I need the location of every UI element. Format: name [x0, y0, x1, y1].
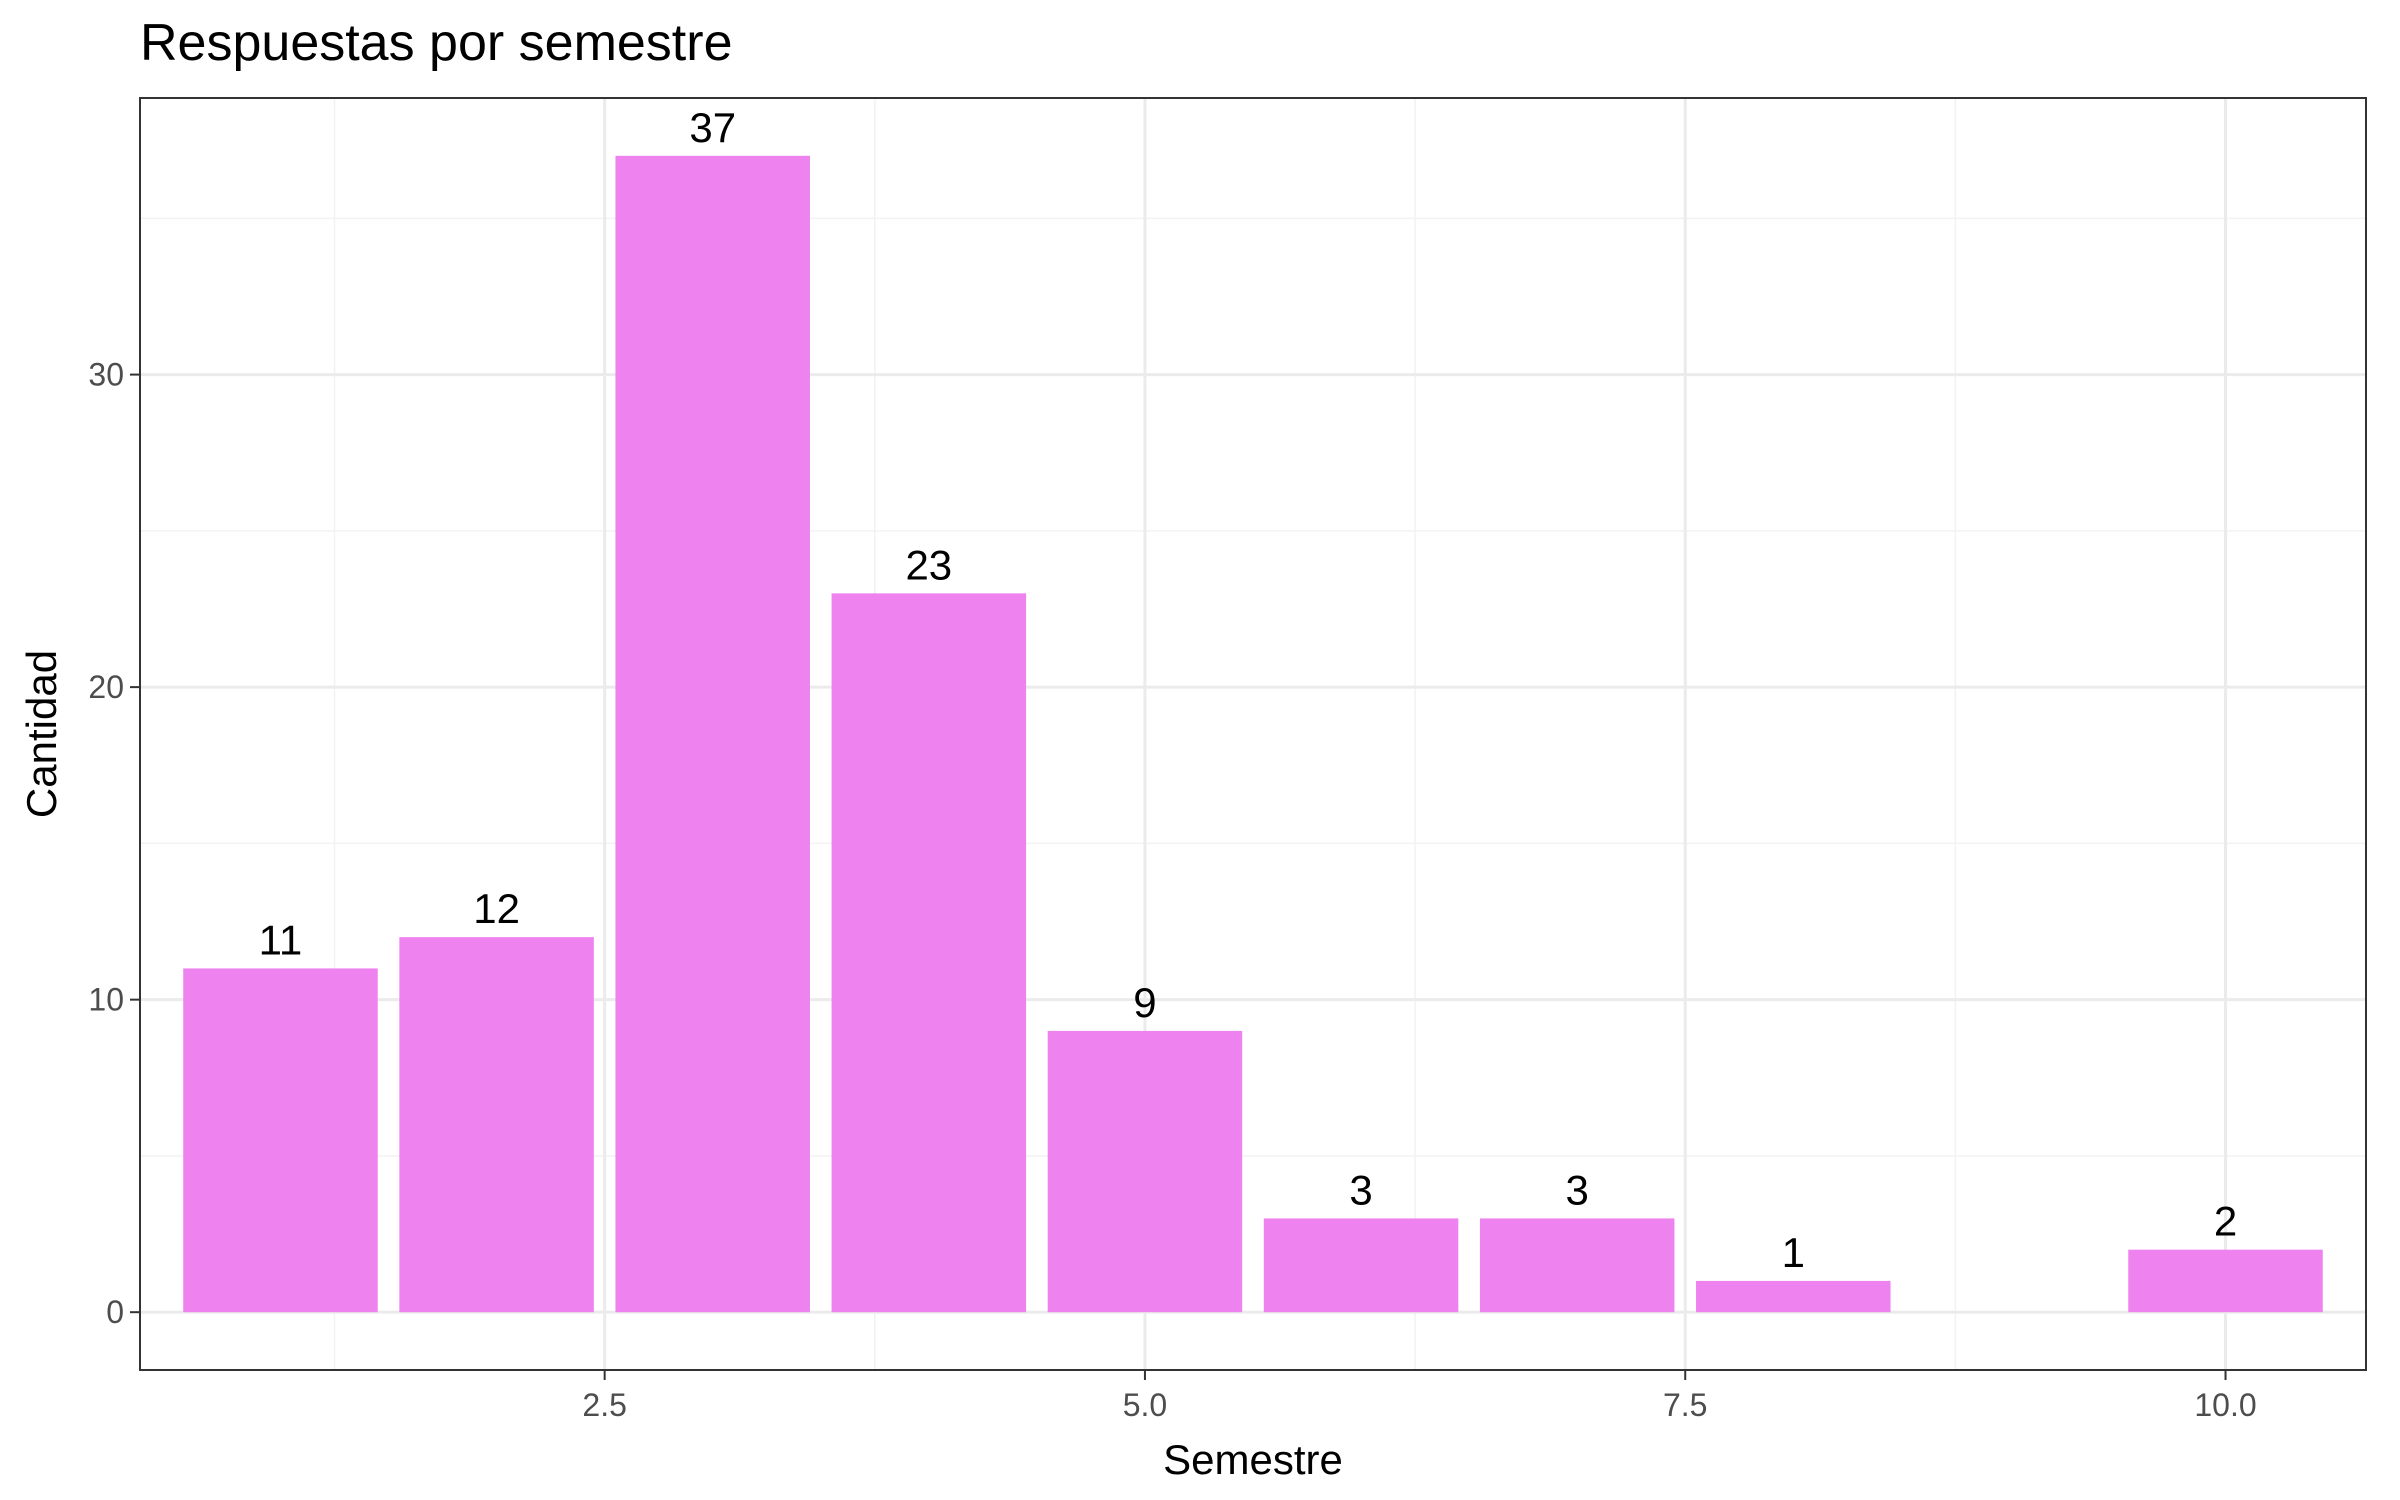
bar-value-label: 2 [2214, 1198, 2237, 1245]
bar [1696, 1280, 1891, 1313]
bar-value-label: 3 [1349, 1166, 1372, 1213]
bar-value-label: 3 [1565, 1166, 1588, 1213]
bar-value-label: 1 [1782, 1229, 1805, 1276]
x-axis-title: Semestre [1163, 1436, 1343, 1483]
bar-value-label: 11 [259, 916, 303, 963]
bar-value-label: 9 [1133, 979, 1156, 1026]
bar [1479, 1218, 1675, 1313]
x-tick-label: 10.0 [2194, 1387, 2256, 1423]
bars [183, 155, 2323, 1313]
bar-value-label: 37 [689, 104, 736, 151]
y-axis-title: Cantidad [18, 650, 65, 818]
bar-value-label: 23 [905, 541, 952, 588]
y-tick-label: 20 [88, 669, 124, 705]
plot-border [139, 97, 2367, 1371]
x-tick-label: 2.5 [582, 1387, 626, 1423]
x-tick-label: 7.5 [1663, 1387, 1707, 1423]
x-axis-ticks: 2.5 5.0 7.5 10.0 [582, 1370, 2257, 1423]
y-tick-label: 0 [106, 1294, 124, 1330]
bar [1047, 1030, 1243, 1313]
bar [1263, 1218, 1459, 1313]
y-tick-label: 30 [88, 357, 124, 393]
chart-title: Respuestas por semestre [140, 14, 733, 72]
bar [183, 968, 378, 1313]
x-tick-label: 5.0 [1123, 1387, 1167, 1423]
y-tick-label: 10 [88, 982, 124, 1018]
y-axis-ticks: 0 10 20 30 [88, 357, 140, 1330]
bar [399, 937, 594, 1313]
bar [831, 593, 1027, 1313]
bar [615, 155, 810, 1313]
bar [2128, 1249, 2323, 1313]
bar-value-label: 12 [473, 885, 520, 932]
